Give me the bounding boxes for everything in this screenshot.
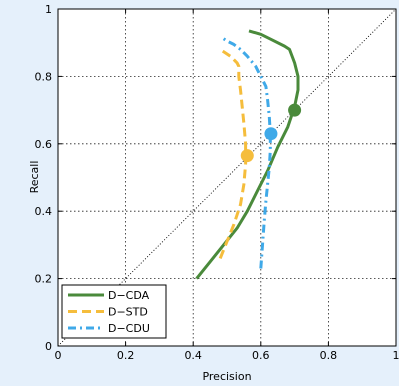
x-axis-label: Precision bbox=[202, 370, 251, 383]
legend-label-1: D−CDA bbox=[108, 289, 150, 302]
series-marker-2 bbox=[240, 149, 254, 163]
y-tick-label: 0.2 bbox=[35, 273, 53, 286]
series-marker-1 bbox=[288, 103, 302, 117]
x-tick-label: 0.2 bbox=[117, 349, 135, 362]
y-tick-label: 0 bbox=[45, 340, 52, 353]
y-tick-label: 1 bbox=[45, 3, 52, 16]
axes-box bbox=[57, 8, 397, 347]
y-tick-label: 0.8 bbox=[35, 70, 53, 83]
axis-layer: 0 0.2 0.4 0.6 0.8 1 0 0.2 0.4 0.6 0.8 1 bbox=[35, 3, 399, 362]
x-tick-label: 1 bbox=[393, 349, 399, 362]
x-tick-label: 0 bbox=[55, 349, 62, 362]
series-line-2 bbox=[218, 48, 248, 259]
series-line-1 bbox=[195, 29, 300, 280]
x-tick-label: 0.8 bbox=[320, 349, 338, 362]
y-tick-label: 0.4 bbox=[35, 205, 53, 218]
x-tick-label: 0.4 bbox=[184, 349, 202, 362]
legend: D−CDA D−STD D−CDU bbox=[61, 284, 167, 339]
y-tick-label: 0.6 bbox=[35, 138, 53, 151]
series-layer bbox=[195, 29, 302, 280]
x-tick-label: 0.6 bbox=[252, 349, 270, 362]
y-axis-label: Recall bbox=[28, 161, 41, 194]
legend-label-2: D−STD bbox=[108, 306, 148, 319]
series-marker-3 bbox=[264, 127, 278, 141]
series-line-3 bbox=[221, 36, 272, 269]
legend-label-3: D−CDU bbox=[108, 322, 150, 335]
